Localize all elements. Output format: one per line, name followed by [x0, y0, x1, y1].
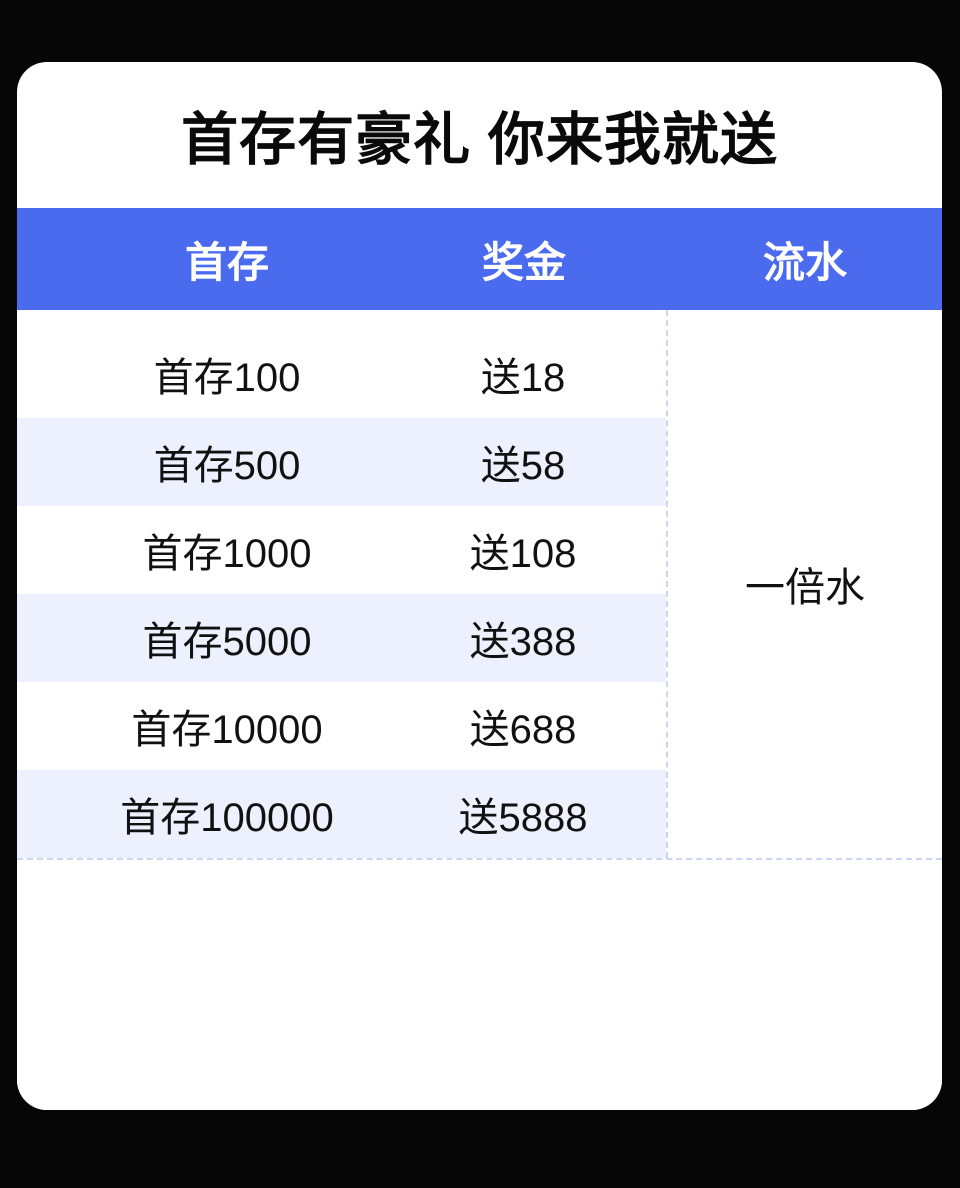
deposit-cell: 首存5000	[142, 620, 312, 664]
bonus-cell: 送5888	[458, 796, 588, 840]
table-row: 首存5000 送388	[17, 594, 666, 682]
deposit-cell: 首存500	[153, 444, 301, 488]
bonus-cell: 送688	[469, 708, 577, 752]
table-header: 首存 奖金 流水	[17, 208, 942, 310]
column-header-bonus: 奖金	[481, 238, 566, 286]
table-row: 首存1000 送108	[17, 506, 666, 594]
table-row: 首存500 送58	[17, 418, 666, 506]
table-row: 首存10000 送688	[17, 682, 666, 770]
turnover-value: 一倍水	[745, 566, 865, 610]
bonus-cell: 送18	[480, 356, 566, 400]
table-body: 首存100 送18 首存500 送58 首存1000 送108 首存5000 送…	[17, 310, 942, 860]
card-footer-space	[17, 860, 942, 1110]
promo-title: 首存有豪礼 你来我就送	[181, 108, 778, 172]
deposit-bonus-rows: 首存100 送18 首存500 送58 首存1000 送108 首存5000 送…	[17, 310, 668, 858]
deposit-cell: 首存10000	[131, 708, 323, 752]
deposit-cell: 首存100	[153, 356, 301, 400]
bonus-cell: 送108	[469, 532, 577, 576]
column-header-deposit: 首存	[184, 238, 269, 286]
deposit-cell: 首存100000	[120, 796, 334, 840]
table-row: 首存100 送18	[17, 330, 666, 418]
turnover-merged-cell: 一倍水	[668, 310, 942, 858]
promo-card: 首存有豪礼 你来我就送 首存 奖金 流水 首存100 送18 首存500 送58…	[17, 62, 942, 1110]
deposit-cell: 首存1000	[142, 532, 312, 576]
bonus-cell: 送388	[469, 620, 577, 664]
column-header-turnover: 流水	[762, 238, 847, 286]
table-row: 首存100000 送5888	[17, 770, 666, 858]
bonus-cell: 送58	[480, 444, 566, 488]
